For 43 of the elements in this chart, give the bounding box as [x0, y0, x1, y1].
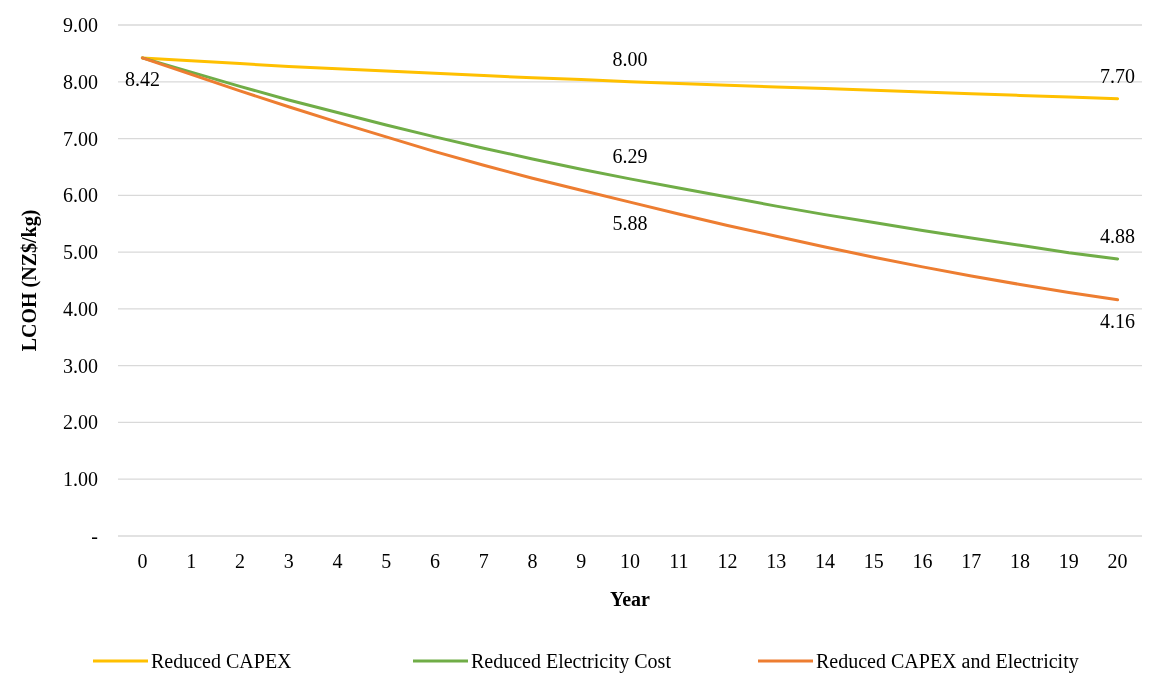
x-tick-label: 6: [429, 550, 440, 572]
x-tick-label: 13: [766, 550, 787, 572]
x-axis-title: Year: [610, 588, 651, 610]
x-tick-label: 11: [669, 550, 689, 572]
x-tick-label: 1: [186, 550, 197, 572]
y-tick-label: 8.00: [63, 70, 98, 93]
data-label: 8.42: [124, 67, 160, 90]
data-label: 5.88: [612, 212, 648, 235]
y-axis-title: LCOH (NZ$/kg): [18, 209, 41, 352]
x-tick-label: 8: [527, 550, 538, 572]
y-tick-label: 5.00: [63, 241, 98, 264]
y-tick-label: 9.00: [63, 14, 98, 36]
y-tick-label: 3.00: [63, 354, 98, 377]
x-tick-label: 18: [1010, 550, 1031, 572]
x-tick-label: 17: [961, 550, 982, 572]
data-label: 4.16: [1100, 309, 1136, 332]
legend-label: Reduced CAPEX and Electricity: [816, 650, 1079, 673]
x-tick-label: 4: [332, 550, 343, 572]
x-tick-label: 15: [863, 550, 884, 572]
y-tick-label: 1.00: [63, 468, 98, 491]
y-tick-label: 6.00: [63, 184, 98, 207]
legend-label: Reduced CAPEX: [151, 650, 293, 672]
x-tick-label: 7: [478, 550, 489, 572]
x-tick-label: 5: [381, 550, 392, 572]
data-label: 8.00: [612, 47, 648, 70]
x-tick-label: 9: [576, 550, 587, 572]
y-tick-label: 2.00: [63, 411, 98, 434]
y-tick-label: 7.00: [63, 127, 98, 150]
data-label: 6.29: [612, 144, 648, 167]
x-tick-label: 10: [620, 550, 640, 572]
x-tick-label: 14: [815, 550, 836, 572]
x-tick-label: 2: [234, 550, 245, 572]
x-tick-label: 12: [717, 550, 738, 572]
y-tick-label: -: [91, 525, 98, 547]
legend-label: Reduced Electricity Cost: [471, 650, 672, 673]
data-label: 4.88: [1100, 224, 1136, 247]
x-tick-label: 19: [1058, 550, 1079, 572]
x-tick-label: 20: [1107, 550, 1128, 572]
x-tick-label: 0: [137, 550, 148, 572]
x-tick-label: 3: [283, 550, 294, 572]
data-label: 7.70: [1100, 64, 1136, 87]
y-tick-label: 4.00: [63, 297, 98, 320]
x-tick-label: 16: [912, 550, 933, 572]
